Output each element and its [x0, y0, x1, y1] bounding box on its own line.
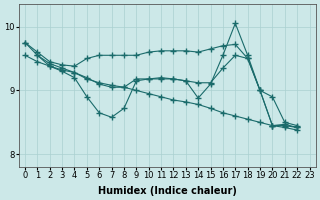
X-axis label: Humidex (Indice chaleur): Humidex (Indice chaleur)	[98, 186, 237, 196]
